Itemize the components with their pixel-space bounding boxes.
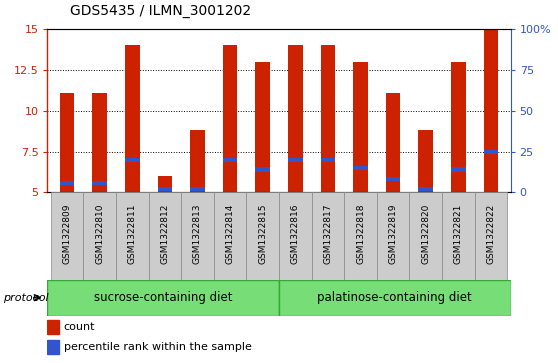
Text: GSM1322821: GSM1322821 <box>454 204 463 264</box>
FancyBboxPatch shape <box>51 192 83 280</box>
FancyBboxPatch shape <box>247 192 279 280</box>
Bar <box>157 176 172 192</box>
FancyBboxPatch shape <box>47 280 279 316</box>
Bar <box>256 62 270 192</box>
Text: GSM1322817: GSM1322817 <box>324 204 333 265</box>
Bar <box>321 158 335 162</box>
Text: GSM1322818: GSM1322818 <box>356 204 365 265</box>
Bar <box>223 158 237 162</box>
Text: palatinose-containing diet: palatinose-containing diet <box>318 291 472 304</box>
Text: GSM1322822: GSM1322822 <box>487 204 496 264</box>
Text: GSM1322810: GSM1322810 <box>95 204 104 265</box>
Bar <box>451 167 466 172</box>
FancyBboxPatch shape <box>83 192 116 280</box>
FancyBboxPatch shape <box>148 192 181 280</box>
Bar <box>321 45 335 192</box>
Bar <box>47 320 59 334</box>
FancyBboxPatch shape <box>377 192 410 280</box>
Text: GSM1322816: GSM1322816 <box>291 204 300 265</box>
Bar <box>125 45 140 192</box>
Text: GSM1322811: GSM1322811 <box>128 204 137 265</box>
Text: GSM1322813: GSM1322813 <box>193 204 202 265</box>
FancyBboxPatch shape <box>442 192 475 280</box>
Bar <box>353 62 368 192</box>
Bar <box>190 130 205 192</box>
Bar <box>353 166 368 170</box>
Bar <box>125 158 140 162</box>
Text: GSM1322809: GSM1322809 <box>62 204 71 265</box>
Bar <box>92 180 107 185</box>
FancyBboxPatch shape <box>214 192 247 280</box>
Bar <box>288 45 302 192</box>
Bar <box>92 93 107 192</box>
Bar <box>451 62 466 192</box>
Text: GDS5435 / ILMN_3001202: GDS5435 / ILMN_3001202 <box>70 4 251 18</box>
Bar <box>386 93 401 192</box>
Text: protocol: protocol <box>3 293 49 303</box>
Text: count: count <box>64 322 95 332</box>
Bar <box>47 340 59 354</box>
FancyBboxPatch shape <box>475 192 507 280</box>
FancyBboxPatch shape <box>410 192 442 280</box>
FancyBboxPatch shape <box>279 280 511 316</box>
Bar <box>418 130 433 192</box>
Bar <box>386 177 401 182</box>
Bar <box>190 187 205 191</box>
Bar <box>223 45 237 192</box>
Text: GSM1322820: GSM1322820 <box>421 204 430 264</box>
Bar <box>157 187 172 191</box>
Bar <box>60 180 74 185</box>
Bar <box>484 150 498 154</box>
Bar <box>288 158 302 162</box>
Bar <box>256 167 270 172</box>
FancyBboxPatch shape <box>311 192 344 280</box>
Text: GSM1322815: GSM1322815 <box>258 204 267 265</box>
Text: GSM1322819: GSM1322819 <box>389 204 398 265</box>
FancyBboxPatch shape <box>279 192 311 280</box>
FancyBboxPatch shape <box>344 192 377 280</box>
Text: GSM1322814: GSM1322814 <box>225 204 234 264</box>
Bar <box>418 187 433 191</box>
Bar <box>484 29 498 192</box>
Text: percentile rank within the sample: percentile rank within the sample <box>64 342 252 352</box>
FancyBboxPatch shape <box>116 192 148 280</box>
Text: GSM1322812: GSM1322812 <box>160 204 169 264</box>
FancyBboxPatch shape <box>181 192 214 280</box>
Bar <box>60 93 74 192</box>
Text: sucrose-containing diet: sucrose-containing diet <box>94 291 233 304</box>
